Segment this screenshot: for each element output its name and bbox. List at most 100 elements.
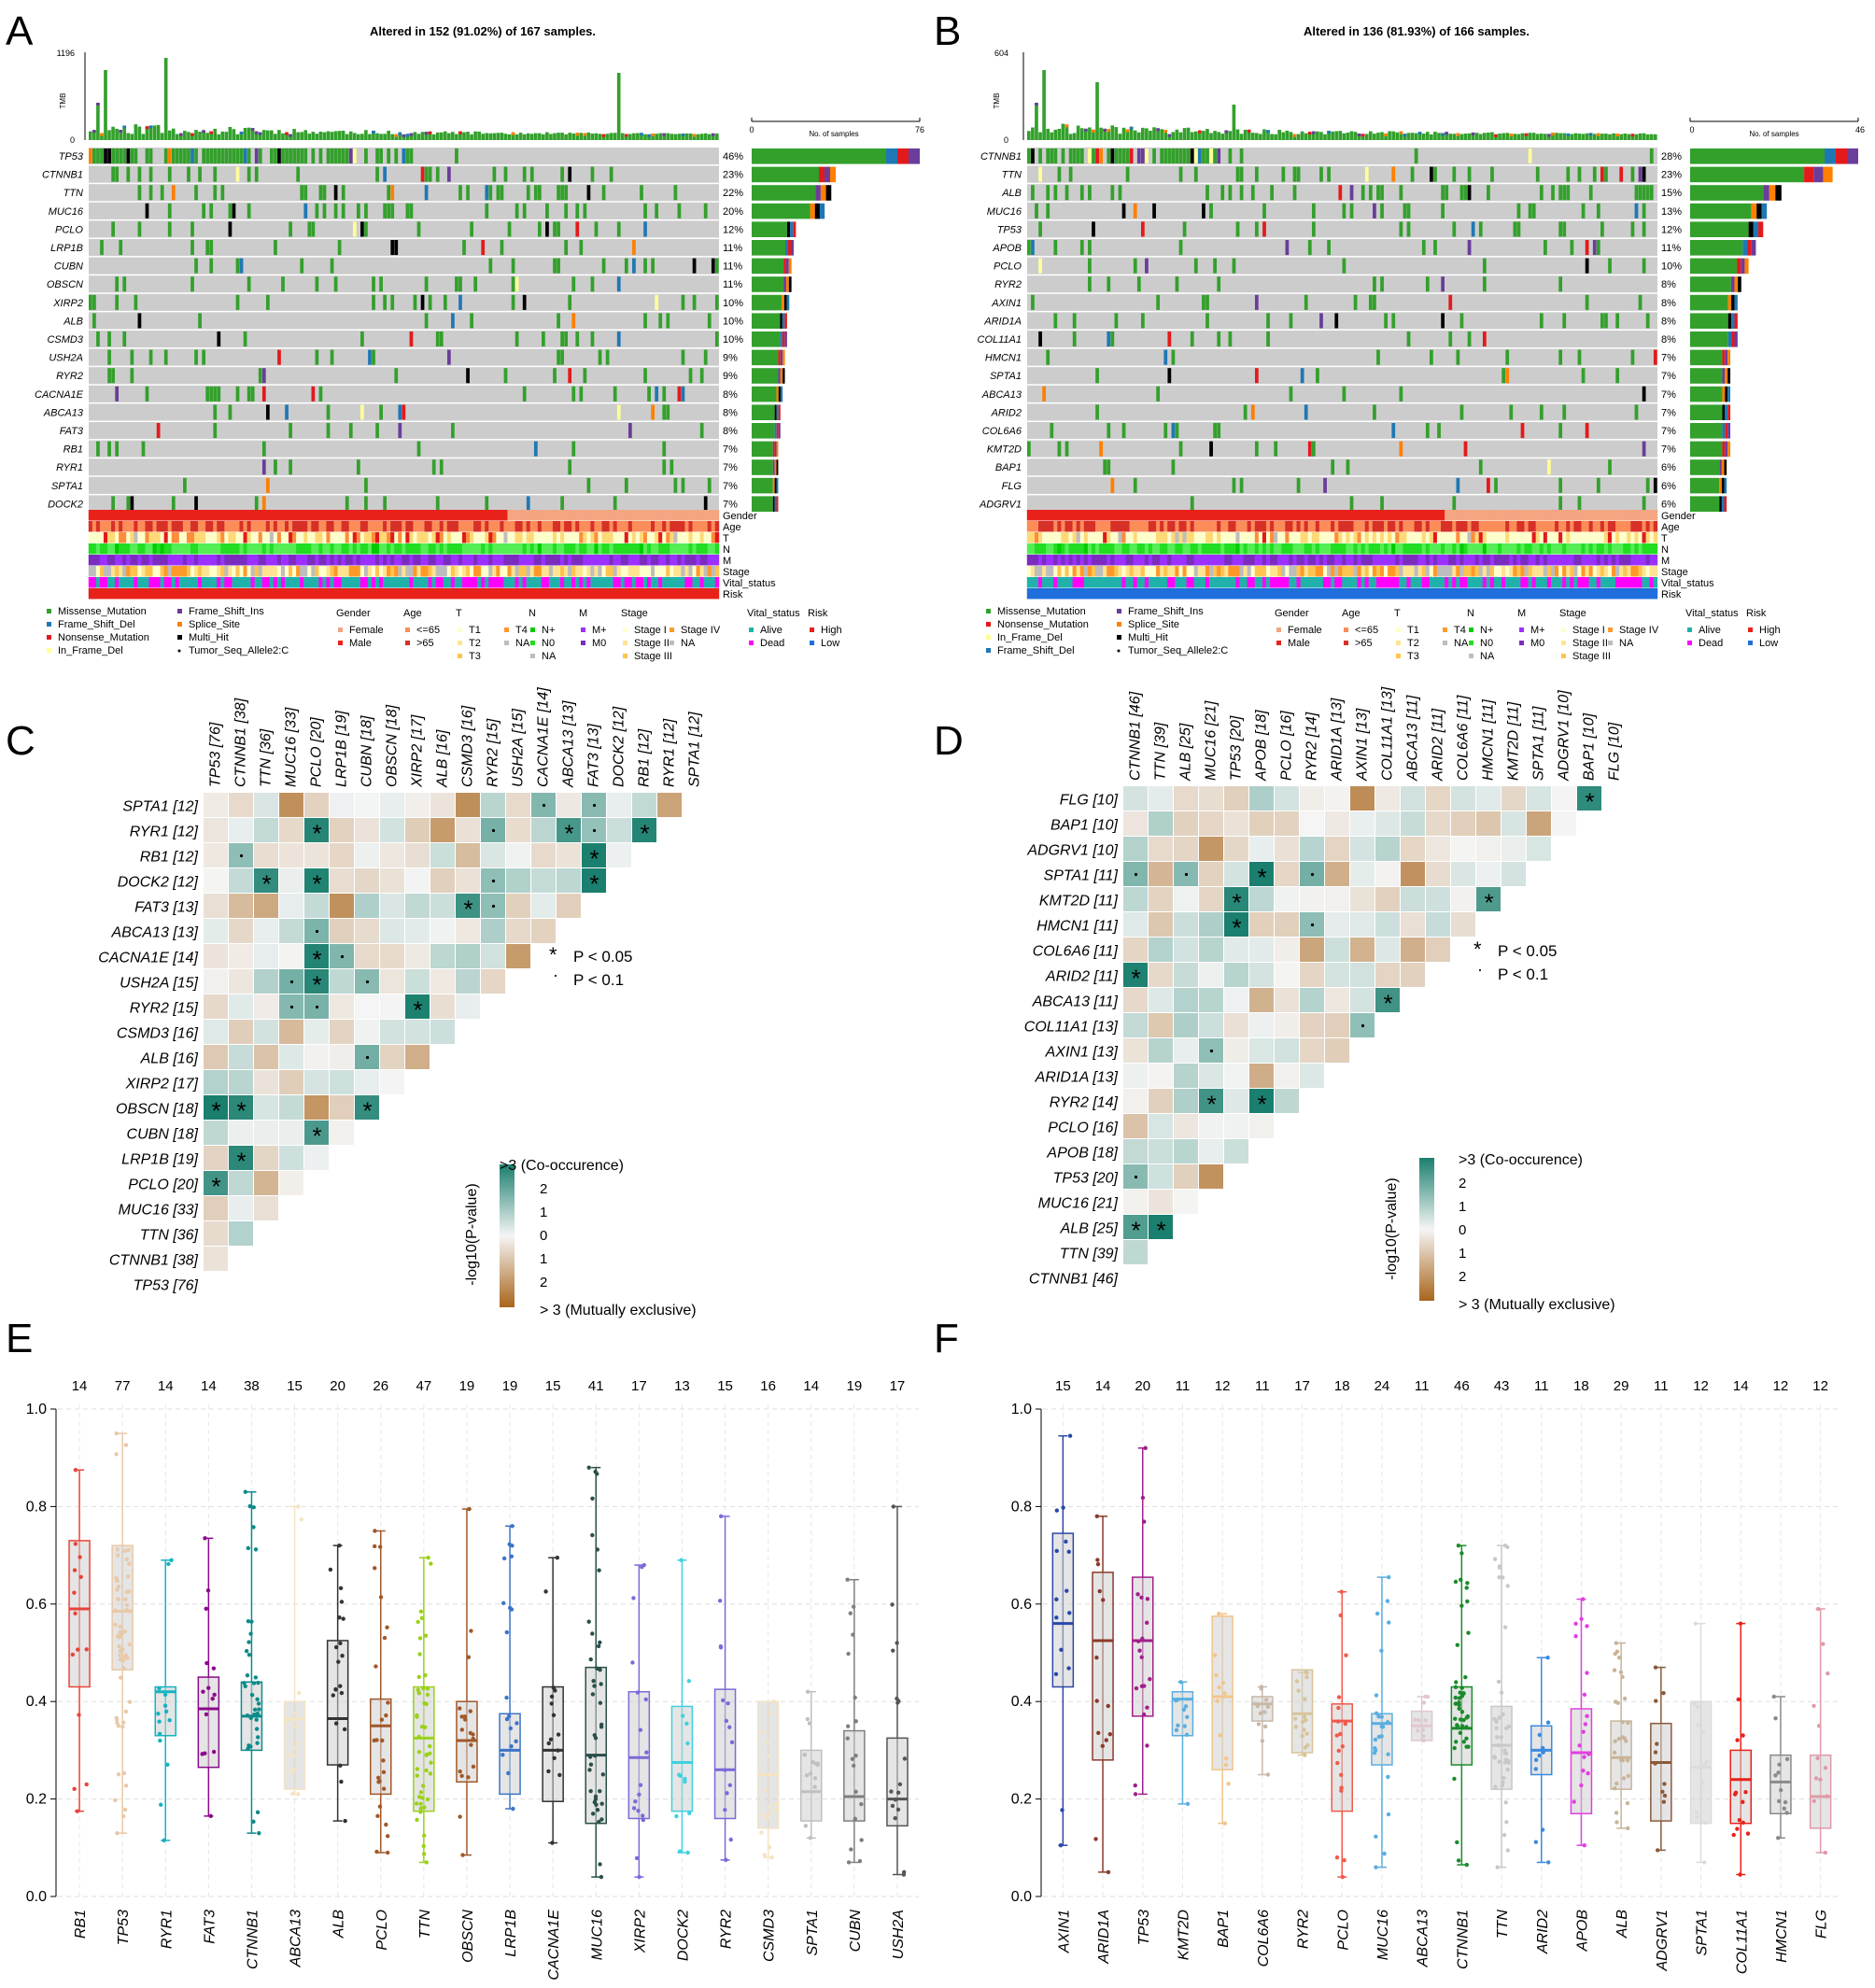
annotation-cell xyxy=(529,521,535,532)
tmb-bar xyxy=(352,133,357,140)
mutation-cell xyxy=(1088,185,1092,201)
annotation-cell xyxy=(1414,510,1419,521)
annotation-cell xyxy=(1068,577,1073,588)
annotation-cell xyxy=(330,588,334,599)
annotation-cell xyxy=(1061,566,1065,577)
annotation-cell xyxy=(107,555,112,566)
annotation-cell xyxy=(341,543,346,555)
annotation-cell xyxy=(428,555,433,566)
mutation-cell xyxy=(1167,368,1172,384)
annotation-cell xyxy=(1250,521,1256,532)
annotation-cell xyxy=(337,555,343,566)
heatmap-column-label: COL11A1 [13] xyxy=(1380,686,1396,781)
gene-count-bar xyxy=(752,294,782,311)
annotation-cell xyxy=(1379,510,1385,521)
annotation-cell xyxy=(186,555,191,566)
heatmap-cell xyxy=(330,894,354,918)
annotation-cell xyxy=(239,521,244,532)
annotation-cell xyxy=(300,566,304,577)
heatmap-cell xyxy=(1123,912,1148,937)
mutation-cell xyxy=(1311,203,1316,219)
tmb-bar xyxy=(209,131,213,140)
annotation-cell xyxy=(1588,521,1594,532)
mutation-cell xyxy=(571,313,576,329)
annotation-cell xyxy=(424,566,429,577)
scale-c-tick-1: 1 xyxy=(540,1205,547,1220)
annotation-cell xyxy=(647,532,652,543)
annotation-cell xyxy=(326,555,331,566)
annotation-cell xyxy=(1452,543,1457,555)
data-point xyxy=(124,1602,130,1608)
mutation-cell xyxy=(681,386,685,402)
annotation-cell xyxy=(122,566,127,577)
annotation-cell xyxy=(1535,532,1541,543)
mutation-cell xyxy=(1544,240,1547,256)
tmb-bar-segment xyxy=(583,133,587,136)
annotation-cell xyxy=(579,510,584,521)
annotation-cell xyxy=(1623,521,1628,532)
annotation-cell xyxy=(228,510,233,521)
annotation-cell xyxy=(202,577,206,588)
clinical-legend-swatch xyxy=(1687,627,1692,632)
annotation-cell xyxy=(631,577,637,588)
tmb-bar xyxy=(413,132,417,140)
clinical-legend-header: Gender xyxy=(336,608,371,619)
gene-label: CSMD3 xyxy=(47,334,83,345)
annotation-track xyxy=(88,555,720,566)
annotation-cell xyxy=(220,521,225,532)
annotation-cell xyxy=(1406,588,1411,599)
annotation-cell xyxy=(692,510,697,521)
annotation-cell xyxy=(692,543,697,555)
annotation-cell xyxy=(1414,566,1419,577)
annotation-cell xyxy=(1615,555,1620,566)
clinical-legend-swatch xyxy=(1276,627,1281,632)
mutation-cell xyxy=(590,331,595,347)
gene-count-bar-segment xyxy=(776,386,779,402)
annotation-cell xyxy=(152,566,157,577)
annotation-cell xyxy=(544,566,550,577)
annotation-cell xyxy=(465,532,471,543)
mutation-cell xyxy=(1262,221,1266,237)
annotation-cell xyxy=(341,510,346,521)
data-point xyxy=(78,1555,82,1559)
annotation-cell xyxy=(1543,543,1548,555)
y-tick-label: 0.2 xyxy=(26,1792,47,1808)
annotation-cell xyxy=(254,532,260,543)
annotation-cell xyxy=(95,555,101,566)
heatmap-cell xyxy=(229,1070,253,1094)
annotation-cell xyxy=(1441,577,1445,588)
tmb-bar xyxy=(1152,127,1156,140)
annotation-cell xyxy=(111,555,116,566)
annotation-cell xyxy=(609,566,614,577)
tmb-bar xyxy=(333,131,338,140)
heatmap-cell xyxy=(1224,1013,1248,1037)
clinical-legend-item: NA xyxy=(681,638,696,649)
annotation-cell xyxy=(198,521,203,532)
annotation-cell xyxy=(1201,566,1206,577)
mutation-cell xyxy=(296,166,301,182)
annotation-cell xyxy=(1627,532,1631,543)
annotation-cell xyxy=(1178,588,1183,599)
tmb-bar xyxy=(1125,129,1130,140)
clinical-legend-swatch xyxy=(1344,641,1348,645)
heatmap-cell xyxy=(1149,837,1173,861)
gene-row-background xyxy=(89,440,719,458)
mutation-cell xyxy=(409,203,414,219)
annotation-cell xyxy=(541,510,546,521)
annotation-cell xyxy=(115,577,120,588)
annotation-cell xyxy=(1391,532,1396,543)
legend-a-mut-0: Missense_Mutation xyxy=(58,606,147,617)
clinical-legend-item: T2 xyxy=(1407,638,1419,649)
annotation-cell xyxy=(696,521,700,532)
annotation-cell xyxy=(677,510,682,521)
heatmap-cell xyxy=(1199,988,1223,1012)
mutation-cell xyxy=(564,331,569,347)
annotation-cell xyxy=(1570,510,1574,521)
gene-label: CUBN xyxy=(54,261,83,273)
annotation-cell xyxy=(1555,577,1559,588)
clinical-legend-item: Low xyxy=(821,638,839,649)
annotation-cell xyxy=(1265,521,1271,532)
annotation-cell xyxy=(605,521,610,532)
mutation-cell xyxy=(1425,423,1430,439)
annotation-cell xyxy=(692,566,697,577)
